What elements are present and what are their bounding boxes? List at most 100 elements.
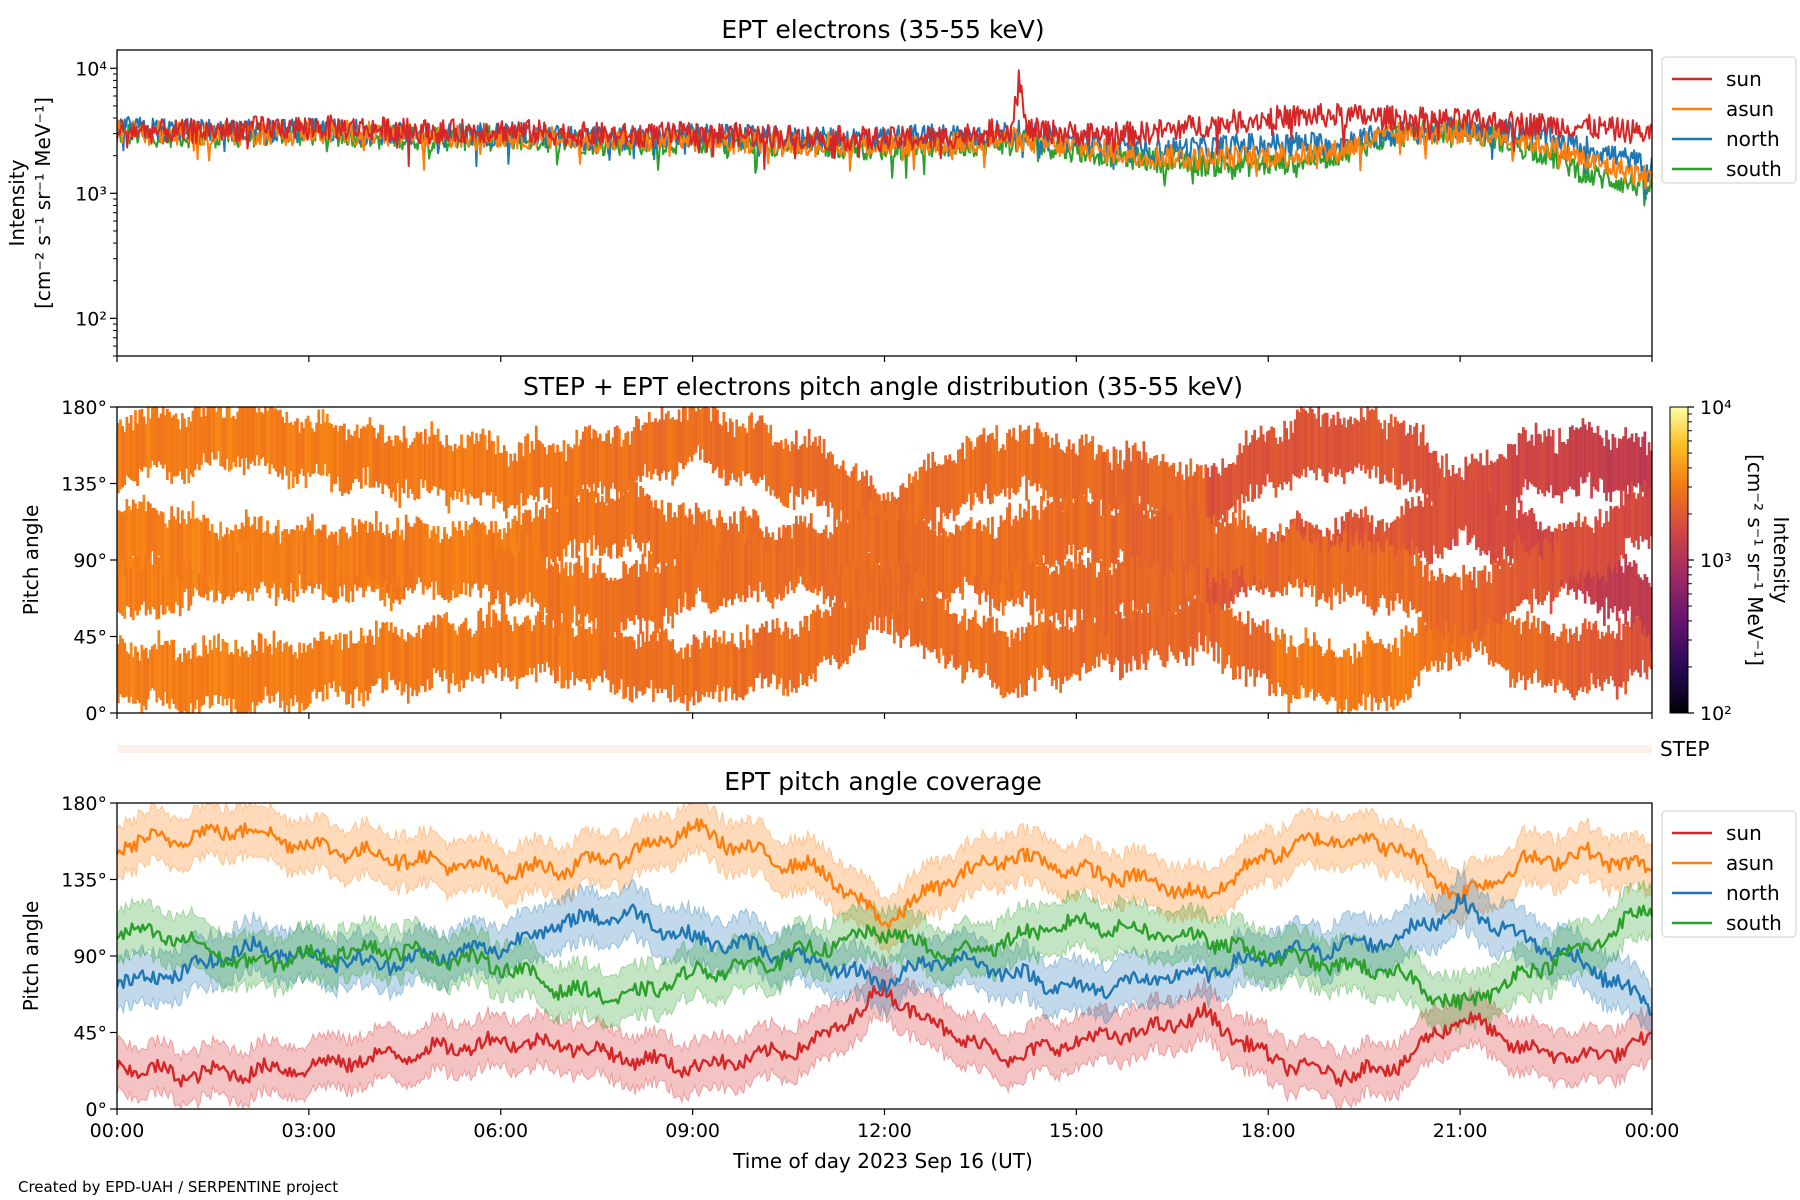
heatmap-cell xyxy=(1641,612,1645,660)
heatmap-cell xyxy=(1534,521,1538,565)
heatmap-cell xyxy=(466,630,470,680)
heatmap-cell xyxy=(375,511,378,579)
heatmap-cell xyxy=(1366,407,1370,470)
heatmap-cell xyxy=(1522,541,1525,600)
heatmap-cell xyxy=(206,653,210,697)
heatmap-cell xyxy=(722,412,726,470)
heatmap-cell xyxy=(647,641,651,689)
y-tick-label: 0° xyxy=(85,1099,107,1121)
heatmap-cell xyxy=(1387,643,1391,696)
heatmap-cell xyxy=(417,433,421,499)
heatmap-cell xyxy=(1522,514,1525,556)
heatmap-cell xyxy=(713,407,717,471)
heatmap-cell xyxy=(1052,623,1056,681)
heatmap-cell xyxy=(963,608,967,680)
heatmap-cell xyxy=(302,530,306,594)
heatmap-cell xyxy=(728,418,732,481)
heatmap-cell xyxy=(415,516,419,575)
heatmap-cell xyxy=(244,522,248,593)
heatmap-cell xyxy=(212,407,216,460)
heatmap-cell xyxy=(259,539,263,583)
heatmap-cell xyxy=(1571,425,1574,490)
heatmap-cell xyxy=(1178,609,1182,652)
heatmap-cell xyxy=(829,451,832,503)
heatmap-cell xyxy=(464,448,468,496)
heatmap-cell xyxy=(1200,547,1203,604)
heatmap-cell xyxy=(993,538,996,581)
heatmap-cell xyxy=(1575,427,1578,497)
heatmap-cell xyxy=(978,435,982,502)
heatmap-cell xyxy=(451,543,455,585)
heatmap-cell xyxy=(308,538,312,582)
heatmap-cell xyxy=(1641,496,1645,542)
heatmap-cell xyxy=(163,415,167,465)
heatmap-cell xyxy=(603,502,606,554)
heatmap-cell xyxy=(1078,619,1082,681)
heatmap-cell xyxy=(483,628,487,670)
heatmap-cell xyxy=(1596,550,1600,614)
heatmap-cell xyxy=(607,430,611,499)
heatmap-cell xyxy=(1020,555,1024,607)
heatmap-cell xyxy=(1057,506,1060,565)
heatmap-cell xyxy=(694,551,698,595)
heatmap-cell xyxy=(142,649,146,706)
heatmap-cell xyxy=(1187,605,1190,658)
heatmap-cell xyxy=(543,447,547,500)
heatmap-cell xyxy=(1076,455,1080,504)
heatmap-cell xyxy=(1153,516,1156,562)
heatmap-cell xyxy=(1153,455,1156,515)
heatmap-cell xyxy=(242,407,246,476)
heatmap-cell xyxy=(954,524,958,582)
heatmap-cell xyxy=(1409,632,1412,698)
heatmap-cell xyxy=(146,407,150,478)
heatmap-cell xyxy=(690,514,694,572)
heatmap-cell xyxy=(473,522,476,585)
heatmap-cell xyxy=(1351,545,1355,596)
heatmap-cell xyxy=(1082,496,1086,548)
heatmap-cell xyxy=(641,554,645,619)
heatmap-cell xyxy=(912,542,915,598)
heatmap-cell xyxy=(865,470,869,538)
heatmap-cell xyxy=(549,564,553,626)
heatmap-cell xyxy=(149,503,152,553)
heatmap-cell xyxy=(745,624,749,694)
heatmap-cell xyxy=(935,465,939,508)
heatmap-cell xyxy=(1121,561,1124,603)
heatmap-cell xyxy=(1176,597,1180,663)
heatmap-cell xyxy=(1628,562,1632,607)
heatmap-cell xyxy=(1513,541,1517,611)
heatmap-cell xyxy=(253,645,257,713)
colorbar-tick-label: 10⁴ xyxy=(1700,397,1732,419)
heatmap-cell xyxy=(236,551,240,592)
heatmap-cell xyxy=(1144,561,1148,612)
heatmap-cell xyxy=(181,413,184,480)
heatmap-cell xyxy=(1078,493,1082,550)
heatmap-cell xyxy=(650,634,653,680)
heatmap-cell xyxy=(1421,506,1425,552)
heatmap-cell xyxy=(598,501,602,556)
heatmap-cell xyxy=(1087,502,1090,553)
heatmap-cell xyxy=(1061,613,1065,684)
heatmap-cell xyxy=(562,568,566,634)
heatmap-cell xyxy=(1613,437,1617,491)
heatmap-cell xyxy=(131,656,135,704)
heatmap-cell xyxy=(421,444,425,488)
heatmap-cell xyxy=(1089,600,1092,671)
heatmap-cell xyxy=(513,453,517,509)
heatmap-cell xyxy=(1091,501,1095,562)
heatmap-cell xyxy=(1562,441,1566,492)
heatmap-cell xyxy=(628,567,632,621)
heatmap-cell xyxy=(319,424,323,476)
heatmap-cell xyxy=(854,502,858,570)
heatmap-cell xyxy=(1634,617,1638,670)
heatmap-cell xyxy=(300,525,304,577)
heatmap-cell xyxy=(372,644,376,686)
heatmap-cell xyxy=(679,647,683,703)
y-tick-label: 90° xyxy=(73,946,107,968)
heatmap-cell xyxy=(1351,663,1355,709)
heatmap-cell xyxy=(1170,561,1173,613)
heatmap-cell xyxy=(637,577,640,620)
heatmap-cell xyxy=(323,524,327,582)
